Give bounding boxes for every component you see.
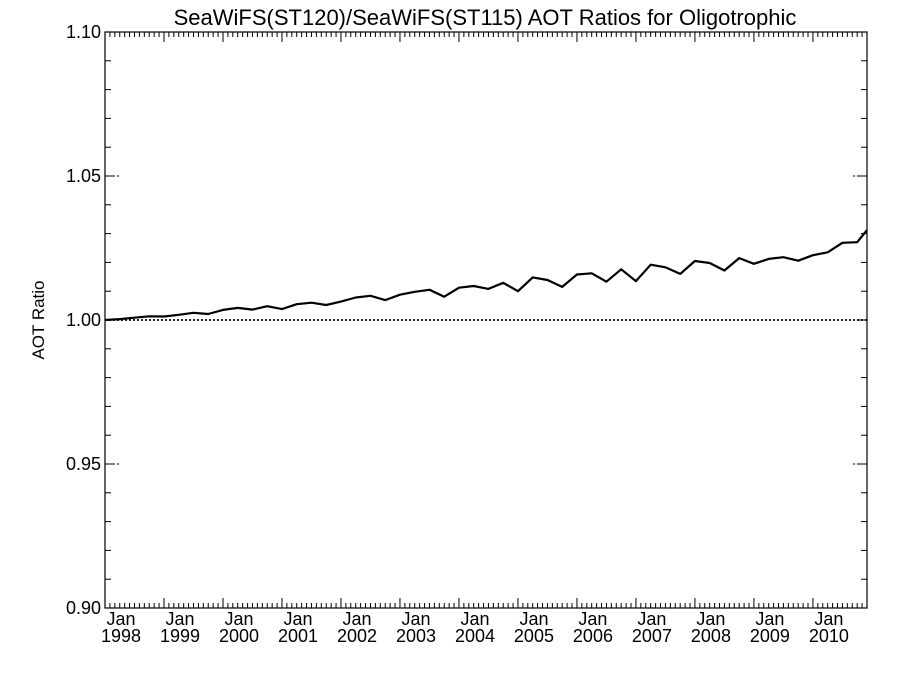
x-tick-month-label: Jan	[401, 609, 430, 629]
x-tick-month-label: Jan	[106, 609, 135, 629]
chart-title: SeaWiFS(ST120)/SeaWiFS(ST115) AOT Ratios…	[174, 5, 797, 30]
x-tick-year-label: 2007	[632, 626, 672, 646]
x-tick-year-label: 2004	[455, 626, 495, 646]
series-layer	[104, 229, 868, 322]
x-tick-year-label: 2005	[514, 626, 554, 646]
x-tick-month-label: Jan	[224, 609, 253, 629]
x-tick-year-label: 2009	[750, 626, 790, 646]
x-tick-month-label: Jan	[460, 609, 489, 629]
x-tick-year-label: 2000	[219, 626, 259, 646]
x-tick-month-label: Jan	[696, 609, 725, 629]
y-axis-label: AOT Ratio	[29, 280, 48, 359]
x-tick-month-label: Jan	[519, 609, 548, 629]
y-tick-label: 0.90	[66, 598, 101, 618]
x-tick-month-label: Jan	[814, 609, 843, 629]
y-tick-label: 1.10	[66, 22, 101, 42]
x-tick-year-label: 2008	[691, 626, 731, 646]
reference-line-layer	[105, 175, 867, 465]
x-tick-year-label: 2003	[396, 626, 436, 646]
x-tick-month-label: Jan	[342, 609, 371, 629]
x-tick-month-label: Jan	[165, 609, 194, 629]
x-tick-year-label: 2001	[278, 626, 318, 646]
x-tick-month-label: Jan	[637, 609, 666, 629]
series-line	[104, 229, 868, 322]
y-tick-label: 1.00	[66, 310, 101, 330]
y-tick-label: 1.05	[66, 166, 101, 186]
x-tick-year-label: 2010	[809, 626, 849, 646]
x-axis: Jan1998Jan1999Jan2000Jan2001Jan2002Jan20…	[101, 32, 868, 646]
x-tick-year-label: 2006	[573, 626, 613, 646]
x-tick-year-label: 2002	[337, 626, 377, 646]
x-tick-month-label: Jan	[578, 609, 607, 629]
x-tick-month-label: Jan	[755, 609, 784, 629]
x-tick-year-label: 1999	[160, 626, 200, 646]
y-tick-label: 0.95	[66, 454, 101, 474]
x-tick-month-label: Jan	[283, 609, 312, 629]
x-tick-year-label: 1998	[101, 626, 141, 646]
